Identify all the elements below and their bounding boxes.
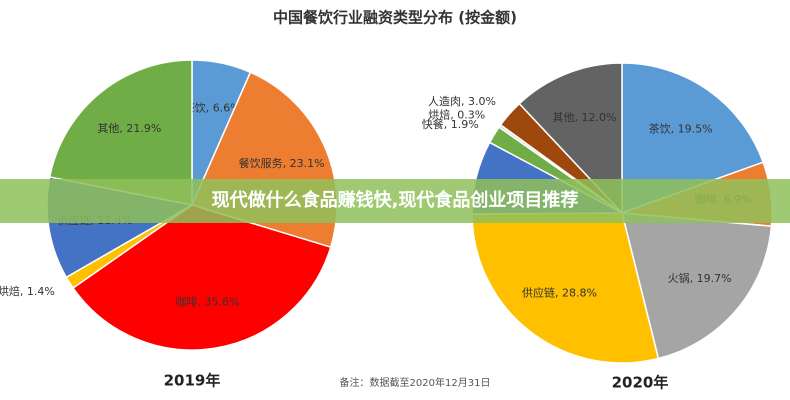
banner-bg (0, 179, 790, 223)
pie-slice (72, 204, 332, 351)
note: 备注：数据截至2020年12月31日 (340, 376, 491, 389)
slice-label: 火锅, 19.7% (668, 272, 732, 285)
slice-label: 茶饮, 6.6% (184, 102, 241, 115)
slice-label: 烘焙, 0.3% (428, 108, 485, 122)
slice-label: 快餐, 1.9% (422, 117, 479, 131)
slice-label: 烘焙, 1.4% (0, 284, 55, 298)
pie-slice (471, 212, 660, 364)
pie-slice (48, 59, 193, 206)
pie-slice (621, 212, 773, 360)
slice-label: 餐饮服务, 23.1% (239, 156, 325, 170)
slice-label: 茶饮, 19.5% (649, 123, 713, 136)
slice-label: 其他, 21.9% (97, 122, 161, 135)
slice-label: 人造肉, 3.0% (428, 94, 496, 108)
pie-slice (518, 62, 623, 215)
chart-title: 中国餐饮行业融资类型分布 (按金额) (273, 9, 517, 27)
pie-title: 2019年 (164, 372, 221, 390)
slice-label: 咖啡, 35.6% (175, 294, 239, 308)
banner: 现代做什么食品赚钱快,现代食品创业项目推荐 (212, 189, 579, 211)
slice-label: 供应链, 28.8% (522, 286, 597, 300)
slice-label: 其他, 12.0% (552, 111, 616, 124)
pie-slice (621, 62, 765, 215)
pie-title: 2020年 (612, 374, 669, 392)
